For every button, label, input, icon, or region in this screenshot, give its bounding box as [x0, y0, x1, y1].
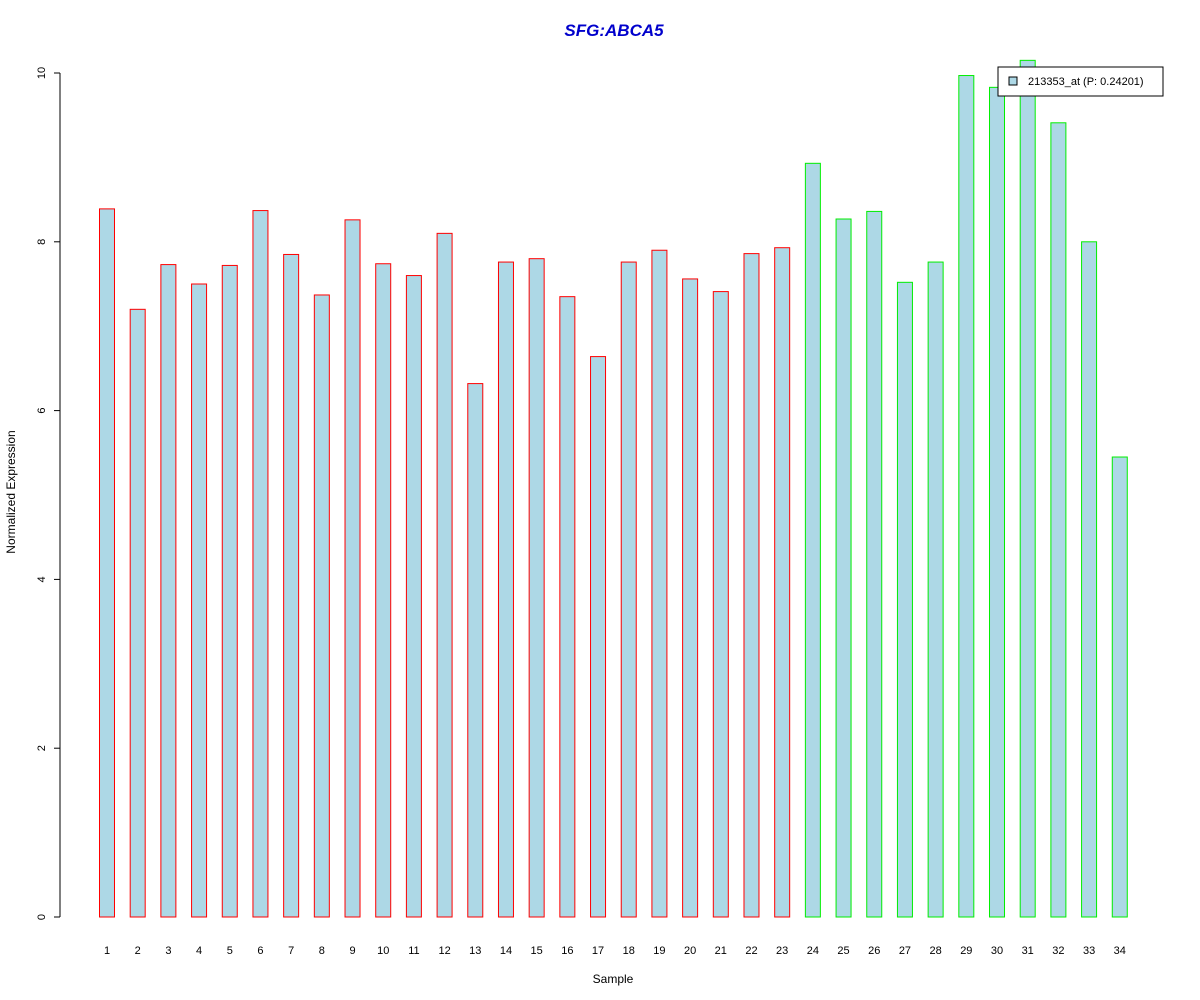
x-tick-label: 29 [960, 945, 972, 957]
bar-sample-27 [896, 281, 913, 918]
x-tick-label: 12 [438, 945, 450, 957]
x-tick-label: 18 [623, 945, 635, 957]
x-tick-label: 7 [288, 945, 294, 957]
bar-sample-31 [1019, 59, 1036, 918]
x-tick-label: 26 [868, 945, 880, 957]
bar-sample-13 [467, 383, 484, 918]
bar-sample-22 [743, 253, 760, 918]
bars-group [99, 59, 1128, 918]
x-tick-label: 11 [408, 945, 419, 957]
y-tick-label: 8 [36, 239, 48, 245]
x-tick-labels: 1 2 3 4 5 6 7 8 9 10 11 12 13 14 15 16 17 18 19 20 21 22 23 24 2… [104, 945, 1126, 957]
y-axis-label: Normalized Expression [4, 430, 18, 553]
x-tick-label: 32 [1052, 945, 1064, 957]
x-tick-label: 21 [715, 945, 727, 957]
bar-sample-14 [497, 261, 514, 918]
y-tick-label: 10 [36, 67, 48, 79]
legend-swatch [1008, 76, 1018, 86]
bar-sample-32 [1050, 122, 1067, 918]
x-tick-label: 17 [592, 945, 604, 957]
x-tick-label: 4 [196, 945, 202, 957]
bar-sample-2 [129, 308, 146, 918]
bar-sample-12 [436, 232, 453, 918]
x-tick-label: 30 [991, 945, 1003, 957]
y-tick-label: 4 [36, 576, 48, 582]
x-axis-label: Sample [593, 972, 634, 986]
bar-sample-7 [283, 253, 300, 918]
x-tick-label: 3 [165, 945, 171, 957]
x-tick-label: 34 [1114, 945, 1126, 957]
legend: 213353_at (P: 0.24201) [997, 66, 1164, 97]
bar-sample-6 [252, 210, 269, 918]
bar-sample-28 [927, 261, 944, 918]
y-tick-label: 6 [36, 408, 48, 414]
y-axis: 0 2 4 6 8 10 [36, 67, 61, 920]
x-tick-label: 13 [469, 945, 481, 957]
x-tick-label: 14 [500, 945, 512, 957]
bar-sample-21 [712, 291, 729, 918]
bar-sample-15 [528, 258, 545, 918]
bar-sample-18 [620, 261, 637, 918]
bar-sample-20 [682, 278, 699, 918]
bar-sample-24 [804, 162, 821, 918]
y-tick-label: 2 [36, 745, 48, 751]
bar-sample-17 [590, 356, 607, 918]
x-tick-label: 27 [899, 945, 911, 957]
x-tick-label: 2 [135, 945, 141, 957]
x-tick-label: 22 [745, 945, 757, 957]
bar-sample-33 [1081, 241, 1098, 918]
x-tick-label: 28 [930, 945, 942, 957]
legend-label: 213353_at (P: 0.24201) [1028, 76, 1144, 88]
bar-sample-8 [313, 294, 330, 918]
bar-sample-9 [344, 219, 361, 918]
bar-sample-34 [1111, 456, 1128, 918]
x-tick-label: 33 [1083, 945, 1095, 957]
bar-sample-30 [989, 86, 1006, 918]
x-tick-label: 20 [684, 945, 696, 957]
bar-sample-4 [191, 283, 208, 918]
x-tick-label: 19 [653, 945, 665, 957]
chart-title: SFG:ABCA5 [564, 21, 664, 40]
bar-sample-10 [375, 263, 392, 918]
bar-sample-11 [405, 275, 422, 918]
x-tick-label: 31 [1022, 945, 1034, 957]
x-tick-label: 8 [319, 945, 325, 957]
x-tick-label: 24 [807, 945, 819, 957]
x-tick-label: 10 [377, 945, 389, 957]
x-tick-label: 5 [227, 945, 233, 957]
x-tick-label: 23 [776, 945, 788, 957]
bar-sample-26 [866, 210, 883, 918]
bar-sample-23 [774, 247, 791, 918]
x-tick-label: 25 [837, 945, 849, 957]
x-tick-label: 9 [349, 945, 355, 957]
bar-sample-29 [958, 75, 975, 918]
bar-sample-25 [835, 218, 852, 918]
bar-sample-3 [160, 264, 177, 918]
x-tick-label: 1 [104, 945, 110, 957]
bar-sample-16 [559, 296, 576, 918]
bar-sample-1 [99, 208, 115, 918]
bar-sample-5 [221, 264, 238, 918]
x-tick-label: 15 [531, 945, 543, 957]
x-tick-label: 6 [257, 945, 263, 957]
x-tick-label: 16 [561, 945, 573, 957]
legend-box [997, 66, 1164, 97]
bar-sample-19 [651, 249, 668, 918]
y-tick-label: 0 [36, 914, 48, 920]
